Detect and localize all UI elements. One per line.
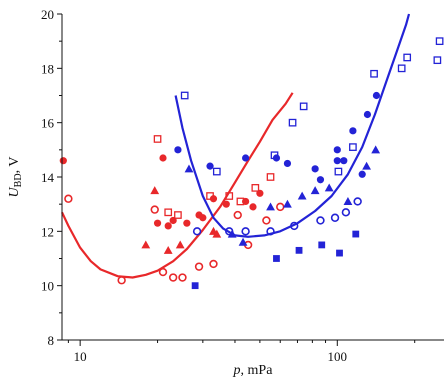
blue-open-square-point [433,56,442,65]
red-open-square-point [266,173,275,181]
y-tick-label: 16 [41,116,55,131]
red-fit-curve [61,92,294,279]
x-axis-label-rest: , mPa [241,363,274,378]
red-open-circle-point [64,194,73,203]
red-open-square-point [236,197,245,206]
y-axis-label: UBD, V [7,157,24,198]
blue-filled-triangle-point [371,145,381,154]
red-filled-circle-point [183,219,191,227]
blue-filled-circle-point [316,176,325,184]
blue-filled-triangle-point [362,161,371,170]
blue-filled-circle-point [333,146,341,154]
blue-open-circle-point [330,213,340,222]
y-axis-label-main: U [7,186,22,197]
blue-filled-circle-point [340,157,348,165]
blue-open-circle-point [316,216,325,225]
red-open-square-point [174,211,182,219]
blue-fit-curve [174,13,411,238]
red-filled-circle-point [222,200,230,208]
red-open-circle-point [209,259,218,269]
blue-filled-circle-point [174,146,182,154]
blue-filled-circle-point [311,165,319,173]
blue-filled-triangle-point [266,202,275,211]
blue-open-square-point [370,69,378,78]
x-tick-label: 10 [74,349,87,364]
blue-filled-square-point [336,249,343,257]
blue-filled-triangle-point [283,199,292,208]
ticks: 8 10 12 14 16 18 20 10 100 [41,7,416,364]
blue-open-circle-point [241,227,250,236]
blue-filled-triangle-point [238,237,248,246]
blue-open-square-point [349,143,357,151]
blue-filled-square-point [318,241,326,249]
y-tick-label: 12 [41,224,54,239]
blue-filled-triangle-point [324,183,334,192]
blue-filled-circle-point [358,170,366,178]
blue-open-square-point [397,64,406,73]
red-open-circle-point [276,202,285,212]
blue-filled-circle-point [283,159,292,168]
y-tick-label: 14 [41,170,55,185]
y-tick-label: 20 [41,7,54,22]
blue-filled-circle-point [349,127,357,135]
red-filled-triangle-point [150,186,160,195]
blue-open-square-point [270,151,279,160]
red-filled-circle-point [249,203,257,211]
blue-filled-circle-point [206,162,214,170]
x-tick-label: 100 [328,349,348,364]
axes [61,14,444,341]
red-filled-triangle-point [175,240,185,249]
y-tick-label: 8 [48,333,55,348]
red-open-circle-point [262,216,271,225]
blue-open-square-point [435,37,444,46]
red-open-circle-point [168,273,178,282]
blue-open-square-point [403,53,412,62]
blue-filled-circle-point [363,110,372,119]
red-filled-triangle-point [141,240,151,249]
blue-filled-square-point [191,282,199,290]
red-open-square-point [206,192,214,200]
red-filled-triangle-point [163,245,173,254]
red-open-circle-point [178,273,187,282]
red-filled-circle-point [59,157,67,165]
blue-filled-triangle-point [343,197,353,205]
y-axis-label-rest: , V [7,157,22,174]
blue-filled-square-point [352,230,360,238]
red-open-square-point [153,135,162,143]
red-open-circle-point [194,262,204,271]
blue-open-circle-point [192,227,202,236]
x-axis-label: p, mPa [233,363,274,378]
blue-open-square-point [299,102,308,111]
y-tick-label: 18 [41,61,54,76]
blue-open-square-point [334,167,343,176]
blue-filled-circle-point [372,91,381,100]
y-axis-label-sub: BD [13,173,24,187]
red-open-circle-point [150,205,159,214]
y-tick-label: 10 [41,279,54,294]
red-filled-circle-point [153,219,162,227]
blue-filled-circle-point [242,154,250,162]
data-marks [59,13,444,290]
blue-open-square-point [180,91,189,100]
blue-open-circle-point [353,197,362,206]
blue-filled-triangle-point [297,191,307,200]
blue-filled-square-point [295,246,303,254]
blue-open-circle-point [341,208,351,217]
red-open-square-point [251,184,260,192]
blue-open-square-point [212,167,221,176]
x-axis-label-main: p [233,363,241,378]
red-open-square-point [164,208,173,217]
blue-open-square-point [288,118,297,127]
blue-filled-square-point [273,255,280,262]
red-filled-circle-point [164,222,172,230]
blue-filled-circle-point [333,157,341,165]
blue-filled-triangle-point [310,186,320,195]
red-filled-circle-point [199,214,207,222]
red-open-circle-point [233,210,242,220]
blue-filled-triangle-point [184,164,194,173]
red-filled-triangle-point [212,229,222,238]
red-filled-circle-point [159,154,167,162]
